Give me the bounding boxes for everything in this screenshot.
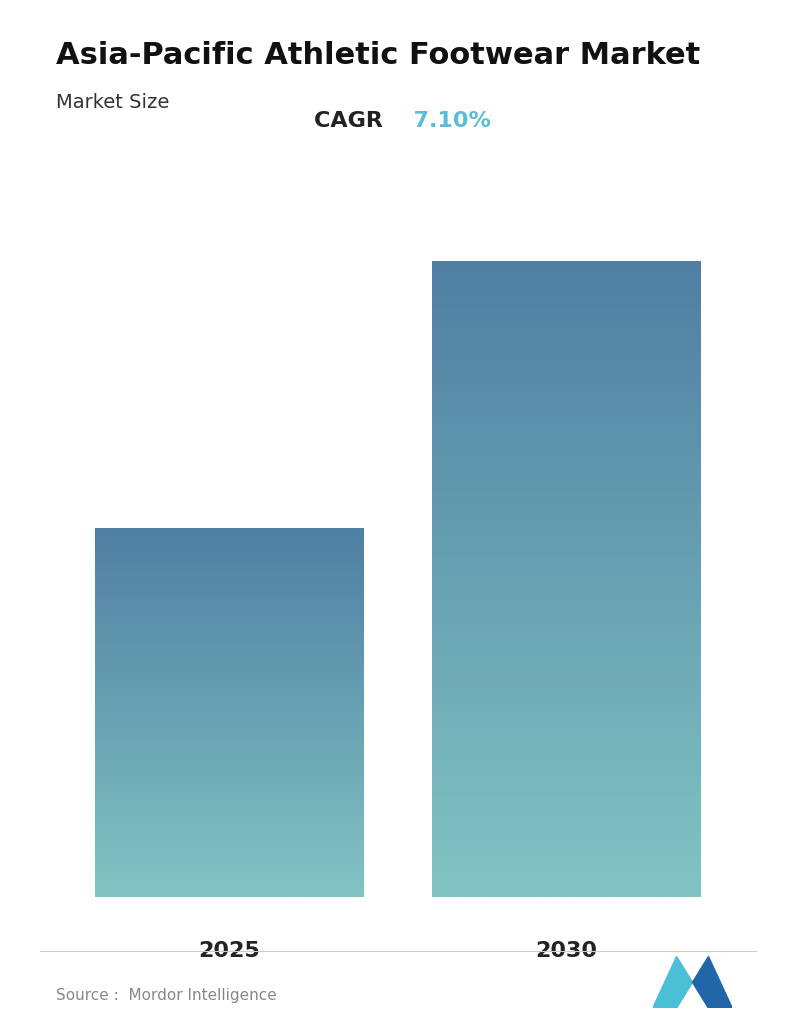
Polygon shape bbox=[693, 956, 732, 1008]
Polygon shape bbox=[653, 956, 693, 1008]
Text: 2025: 2025 bbox=[199, 941, 260, 962]
Text: Market Size: Market Size bbox=[56, 93, 169, 112]
Text: Asia-Pacific Athletic Footwear Market: Asia-Pacific Athletic Footwear Market bbox=[56, 41, 700, 70]
Text: Source :  Mordor Intelligence: Source : Mordor Intelligence bbox=[56, 987, 276, 1003]
Text: CAGR: CAGR bbox=[314, 111, 398, 131]
Text: 7.10%: 7.10% bbox=[398, 111, 491, 131]
Text: 2030: 2030 bbox=[536, 941, 598, 962]
